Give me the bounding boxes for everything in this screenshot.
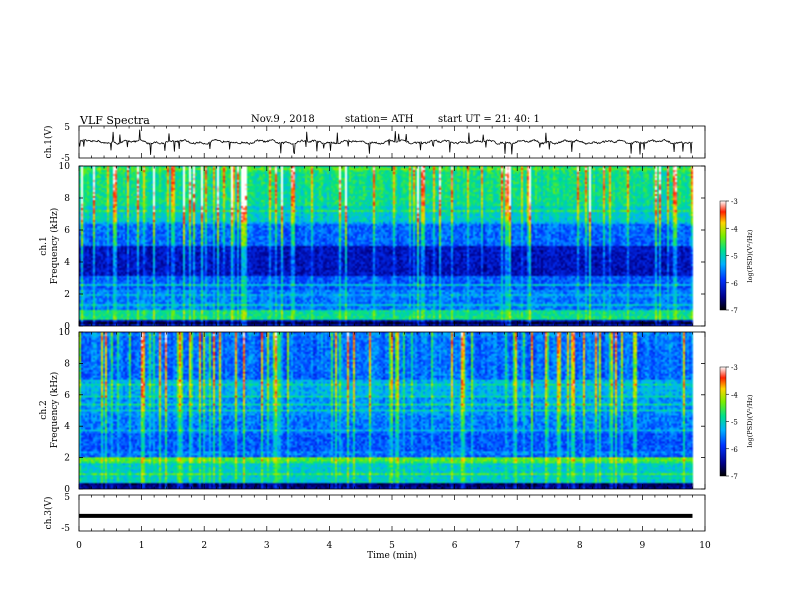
time-tick-label: 5 [389, 541, 395, 551]
ch2-freq-ticks: 0 2 4 6 8 10 [59, 328, 705, 495]
freq-tick-label: 10 [59, 328, 71, 338]
ch1-ytick-bottom: -5 [61, 154, 70, 164]
start-time-label: start UT = 21: 40: 1 [438, 114, 540, 125]
ch3-waveform-panel: 5 -5 ch.3(V) 0 1 2 3 4 5 6 7 8 9 10 Time (min) [43, 126, 711, 561]
time-axis-ticks: 0 1 2 3 4 5 6 7 8 9 10 [76, 126, 711, 551]
ch2-colorbar-ticks: -3 -4 -5 -6 -7 [726, 364, 738, 481]
ch1-spectrogram-panel: 0 2 4 6 8 10 ch.1 Frequency (kHz) [39, 162, 706, 332]
ch1-spectrogram-image [79, 166, 705, 326]
time-tick-label: 4 [327, 541, 333, 551]
ch2-spectrogram-panel: 0 2 4 6 8 10 ch.2 Frequency (kHz) [39, 328, 706, 495]
date-label: Nov.9 , 2018 [251, 114, 315, 125]
ch1-spec-label-line1: ch.1 [39, 236, 49, 255]
colorbar-tick-label: -6 [731, 446, 738, 454]
colorbar-tick-label: -4 [731, 391, 738, 399]
chart-title: VLF Spectra [80, 114, 150, 127]
ch1-ylabel: ch.1(V) [43, 126, 54, 159]
ch1-ytick-top: 5 [64, 123, 70, 133]
ch3-ytick-top: 5 [64, 493, 70, 503]
freq-tick-label: 8 [64, 359, 70, 369]
time-tick-label: 3 [264, 541, 270, 551]
freq-tick-label: 2 [64, 454, 70, 464]
freq-tick-label: 2 [64, 290, 70, 300]
freq-tick-label: 0 [64, 322, 70, 332]
colorbar-tick-label: -5 [731, 253, 738, 261]
ch2-colorbar: -3 -4 -5 -6 -7 log(PSD)(V²/Hz) [719, 364, 754, 481]
freq-tick-label: 4 [64, 422, 70, 432]
freq-tick-label: 6 [64, 391, 70, 401]
time-tick-label: 0 [76, 541, 82, 551]
time-tick-label: 7 [514, 541, 520, 551]
colorbar-tick-label: -7 [731, 307, 738, 315]
freq-tick-label: 6 [64, 226, 70, 236]
x-axis-label: Time (min) [367, 550, 417, 561]
ch2-spec-label-line1: ch.2 [39, 400, 49, 419]
colorbar-tick-label: -5 [731, 419, 738, 427]
ch2-spectrogram-image [79, 332, 705, 489]
ch1-waveform-line [78, 129, 693, 155]
ch1-colorbar-label: log(PSD)(V²/Hz) [746, 229, 754, 282]
time-tick-label: 9 [640, 541, 646, 551]
freq-tick-label: 0 [64, 485, 70, 495]
ch2-spec-label-line2: Frequency (kHz) [49, 372, 60, 449]
ch1-colorbar-ticks: -3 -4 -5 -6 -7 [726, 198, 738, 315]
time-tick-label: 10 [699, 541, 711, 551]
time-tick-label: 6 [452, 541, 458, 551]
station-label: station= ATH [345, 114, 414, 125]
freq-tick-label: 8 [64, 194, 70, 204]
ch1-freq-ticks: 0 2 4 6 8 10 [59, 162, 705, 332]
colorbar-tick-label: -3 [731, 364, 738, 372]
time-tick-label: 8 [577, 541, 583, 551]
ch1-waveform-panel: 5 -5 ch.1(V) [43, 123, 706, 164]
colorbar-tick-label: -4 [731, 225, 738, 233]
ch1-spec-label-line2: Frequency (kHz) [49, 208, 60, 285]
time-tick-label: 2 [201, 541, 207, 551]
ch1-colorbar: -3 -4 -5 -6 -7 log(PSD)(V²/Hz) [719, 198, 754, 315]
freq-tick-label: 4 [64, 258, 70, 268]
freq-tick-label: 10 [59, 162, 71, 172]
time-tick-label: 1 [139, 541, 145, 551]
colorbar-tick-label: -6 [731, 280, 738, 288]
ch3-ylabel: ch.3(V) [43, 497, 54, 530]
ch3-ytick-bottom: -5 [61, 524, 70, 534]
ch2-colorbar-label: log(PSD)(V²/Hz) [746, 394, 754, 447]
colorbar-tick-label: -7 [731, 473, 738, 481]
colorbar-tick-label: -3 [731, 198, 738, 206]
